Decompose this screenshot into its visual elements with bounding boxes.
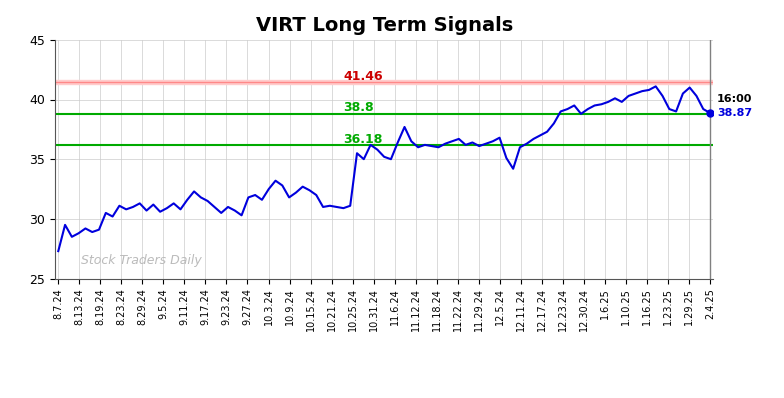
- Text: 36.18: 36.18: [343, 133, 383, 146]
- Text: 38.8: 38.8: [343, 101, 374, 115]
- Text: 38.87: 38.87: [717, 108, 752, 118]
- Text: 41.46: 41.46: [343, 70, 383, 83]
- Title: VIRT Long Term Signals: VIRT Long Term Signals: [256, 16, 513, 35]
- Text: 16:00: 16:00: [717, 94, 753, 104]
- Text: Stock Traders Daily: Stock Traders Daily: [82, 254, 202, 267]
- Bar: [55, 80, 713, 84]
